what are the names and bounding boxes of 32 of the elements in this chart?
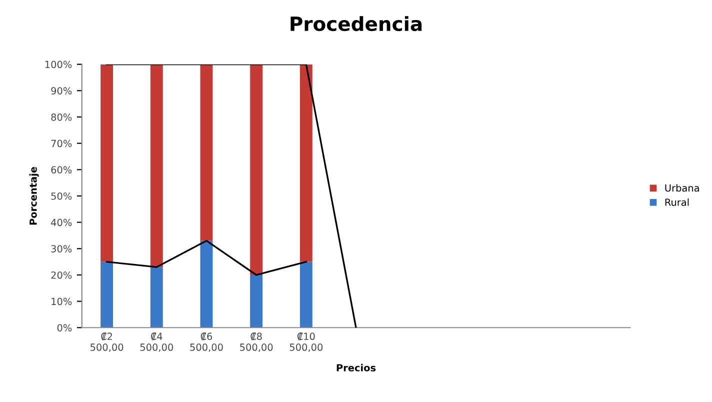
bar xyxy=(250,64,263,275)
x-tick-label: ₡6 500,00 xyxy=(190,332,223,352)
y-tick-label: 40% xyxy=(51,218,72,226)
y-tick-label: 30% xyxy=(51,245,72,252)
bar xyxy=(200,64,213,241)
bar xyxy=(200,240,213,328)
bar xyxy=(100,64,114,262)
x-tick-label: ₡10 500,00 xyxy=(290,332,323,352)
y-tick-label: 50% xyxy=(51,192,72,200)
bar xyxy=(300,64,312,262)
y-tick-label: 60% xyxy=(51,166,72,174)
legend-label: Rural xyxy=(665,198,689,206)
x-axis-title: Precios xyxy=(336,364,376,372)
x-tick-label: ₡8 500,00 xyxy=(240,332,273,352)
y-tick-label: 100% xyxy=(45,60,72,68)
bar xyxy=(250,274,263,328)
y-tick-label: 20% xyxy=(51,271,72,279)
bar xyxy=(150,267,163,328)
x-tick-label: ₡2 500,00 xyxy=(90,332,124,352)
y-axis-title: Porcentaje xyxy=(29,166,39,225)
chart-title: Procedencia xyxy=(290,16,422,32)
x-tick-label: ₡4 500,00 xyxy=(140,332,174,352)
y-tick-label: 0% xyxy=(57,324,72,332)
y-tick-label: 10% xyxy=(52,298,72,306)
bar xyxy=(300,262,312,328)
y-tick-label: 80% xyxy=(51,113,72,121)
bar xyxy=(100,262,114,328)
y-tick-label: 90% xyxy=(51,87,72,94)
legend-label: Urbana xyxy=(665,184,699,192)
y-tick-label: 70% xyxy=(51,140,72,148)
bar xyxy=(150,64,163,268)
line-series xyxy=(106,240,307,276)
